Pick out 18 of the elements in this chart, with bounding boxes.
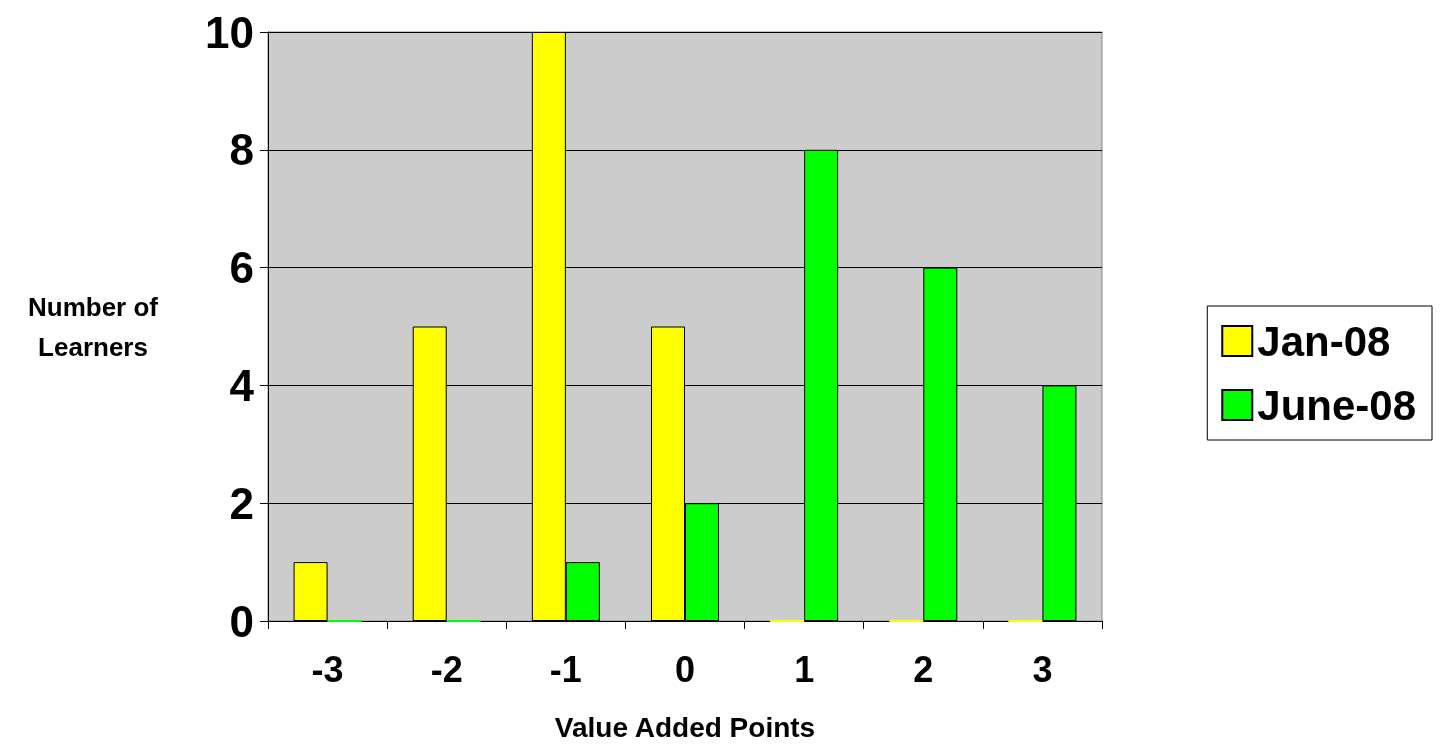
- y-tick-label: 4: [229, 360, 255, 410]
- legend-label: June-08: [1257, 381, 1416, 429]
- y-axis-title: Number of Learners: [28, 291, 159, 362]
- y-tick-label: 0: [229, 596, 254, 646]
- x-tick-label: -3: [311, 648, 344, 690]
- y-tick-label: 6: [229, 243, 254, 293]
- x-tick-label: -1: [549, 648, 582, 690]
- x-tick-label: 2: [913, 648, 934, 690]
- bar: [293, 562, 328, 621]
- x-tick-label: 1: [794, 648, 815, 690]
- x-axis-title: Value Added Points: [554, 711, 816, 743]
- x-tick-label: 3: [1032, 648, 1053, 690]
- legend-label: Jan-08: [1257, 317, 1391, 365]
- y-tick-label: 8: [229, 125, 254, 175]
- x-tick-label: 0: [674, 648, 696, 690]
- y-tick-label: 2: [229, 478, 254, 528]
- y-tick-label: 10: [205, 7, 254, 57]
- x-tick-label: -2: [430, 648, 463, 690]
